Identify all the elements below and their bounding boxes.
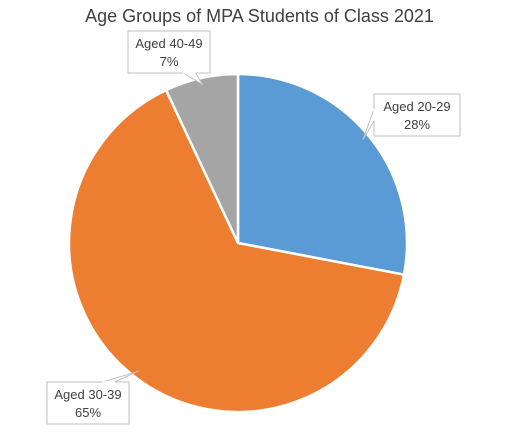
data-label-category: Aged 30-39 xyxy=(54,387,121,402)
callout-pointer xyxy=(362,108,375,140)
data-label-aged-40-49: Aged 40-49 7% xyxy=(127,30,211,86)
data-label-category: Aged 40-49 xyxy=(135,36,202,51)
data-label-value: 28% xyxy=(404,117,430,132)
callout-pointer xyxy=(183,72,204,86)
pie-slice-aged-30-39 xyxy=(67,88,406,414)
data-label-value: 65% xyxy=(75,405,101,420)
data-label-aged-20-29: Aged 20-29 28% xyxy=(362,93,461,140)
data-label-value: 7% xyxy=(160,54,179,69)
pie-slice-aged-40-49 xyxy=(164,72,240,245)
pie-slices xyxy=(67,72,409,414)
callout-box xyxy=(127,30,211,74)
callout-box xyxy=(373,93,461,137)
pie-slice-aged-20-29 xyxy=(236,72,409,276)
callout-pointer xyxy=(102,370,139,383)
callout-box xyxy=(46,381,130,425)
chart-title: Age Groups of MPA Students of Class 2021 xyxy=(85,6,434,26)
data-label-category: Aged 20-29 xyxy=(383,99,450,114)
data-label-aged-30-39: Aged 30-39 65% xyxy=(46,370,139,425)
data-labels: Aged 20-29 28% Aged 30-39 65% Aged 40-49 7% xyxy=(46,30,461,425)
